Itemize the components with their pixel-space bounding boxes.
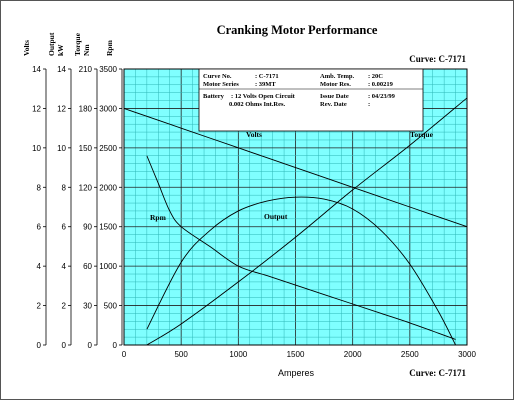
y-axis-unit: kW — [56, 44, 65, 56]
y-tick-label-volts: 10 — [32, 144, 41, 153]
y-axis-title: Torque — [73, 32, 82, 56]
y-axis-header-volts: Volts — [22, 40, 31, 56]
curve-label-output: Output — [264, 212, 288, 221]
y-axis-title: Rpm — [105, 39, 114, 56]
x-tick-label: 0 — [122, 350, 127, 359]
info-box: Curve No. : C-7171 Motor Series : 39MT A… — [198, 68, 424, 132]
y-axis-unit: Nm — [82, 44, 91, 56]
info-motor-res-label: Motor Res. — [320, 81, 351, 88]
curve-output — [146, 196, 456, 346]
y-tick-label-output: 10 — [57, 144, 66, 153]
y-tick-label-output: 2 — [62, 302, 67, 311]
x-tick-label: 2000 — [344, 350, 362, 359]
y-tick-label-output: 8 — [62, 183, 67, 192]
y-tick-label-volts: 8 — [37, 183, 42, 192]
info-battery-res: 0.002 Ohms Int.Res. — [229, 101, 286, 108]
info-curve-no: : C-7171 — [255, 73, 279, 80]
info-amb: : 20C — [368, 73, 383, 80]
y-tick-label-rpm: 2000 — [99, 183, 117, 192]
curve-label-rpm: Rpm — [150, 213, 167, 222]
y-tick-label-output: 12 — [57, 104, 66, 113]
y-tick-label-volts: 14 — [32, 65, 41, 74]
y-tick-label-volts: 2 — [37, 302, 42, 311]
info-series: : 39MT — [255, 81, 276, 88]
x-tick-label: 3000 — [458, 350, 476, 359]
y-tick-label-volts: 12 — [32, 104, 41, 113]
y-tick-label-output: 0 — [62, 341, 67, 350]
info-amb-label: Amb. Temp. — [320, 73, 355, 80]
curve-label-top: Curve: C-7171 — [409, 54, 466, 64]
curves — [123, 97, 468, 346]
curve-label-bottom: Curve: C-7171 — [409, 368, 466, 378]
info-rev: : — [368, 101, 370, 108]
info-rev-label: Rev. Date — [320, 101, 347, 108]
info-issue-label: Issue Date — [320, 93, 349, 100]
y-tick-label-torque: 150 — [79, 144, 93, 153]
info-issue: : 04/23/99 — [368, 93, 396, 100]
info-battery: : 12 Volts Open Circuit — [231, 93, 296, 100]
x-axis-label: Amperes — [278, 368, 315, 378]
y-tick-label-rpm: 1000 — [99, 262, 117, 271]
info-motor-res: : 0.00219 — [368, 81, 394, 88]
y-tick-label-output: 4 — [62, 262, 67, 271]
series-labels: Volts Torque Output Rpm — [150, 130, 434, 222]
curve-rpm — [146, 155, 456, 340]
info-box-frame — [198, 68, 424, 132]
x-tick-label: 1000 — [229, 350, 247, 359]
y-tick-label-rpm: 3500 — [99, 65, 117, 74]
info-curve-no-label: Curve No. — [203, 73, 232, 80]
y-axis-header-rpm: Rpm — [105, 39, 114, 56]
chart-title: Cranking Motor Performance — [217, 23, 378, 37]
y-tick-label-torque: 0 — [88, 341, 93, 350]
y-tick-label-rpm: 0 — [113, 341, 118, 350]
y-tick-label-torque: 120 — [79, 183, 93, 192]
y-tick-label-rpm: 500 — [104, 302, 118, 311]
y-tick-label-torque: 60 — [83, 262, 92, 271]
y-tick-label-output: 6 — [62, 223, 67, 232]
y-tick-label-output: 14 — [57, 65, 66, 74]
y-axis-header-output: Output kW — [47, 32, 65, 56]
y-axis-title: Volts — [22, 40, 31, 56]
x-tick-label: 2500 — [401, 350, 419, 359]
curve-label-volts: Volts — [246, 130, 262, 139]
y-tick-label-torque: 30 — [83, 302, 92, 311]
curve-torque — [146, 97, 468, 346]
grid — [123, 68, 468, 346]
curve-volts — [123, 108, 468, 228]
y-tick-label-volts: 4 — [37, 262, 42, 271]
curve-label-torque: Torque — [410, 130, 434, 139]
info-battery-label: Battery — [203, 93, 225, 100]
y-tick-label-volts: 6 — [37, 223, 42, 232]
y-tick-label-volts: 0 — [37, 341, 42, 350]
y-tick-label-rpm: 2500 — [99, 144, 117, 153]
info-series-label: Motor Series — [203, 81, 239, 88]
y-tick-label-torque: 210 — [79, 65, 93, 74]
y-tick-label-torque: 90 — [83, 223, 92, 232]
x-tick-label: 1500 — [287, 350, 305, 359]
y-tick-label-rpm: 3000 — [99, 104, 117, 113]
y-axis-title: Output — [47, 32, 56, 56]
axes: 0 500 1000 1500 2000 2500 300002468101214Volts… — [22, 32, 476, 359]
y-axis-header-torque: Torque Nm — [73, 32, 91, 56]
y-tick-label-torque: 180 — [79, 104, 93, 113]
y-tick-label-rpm: 1500 — [99, 223, 117, 232]
x-tick-label: 500 — [174, 350, 188, 359]
